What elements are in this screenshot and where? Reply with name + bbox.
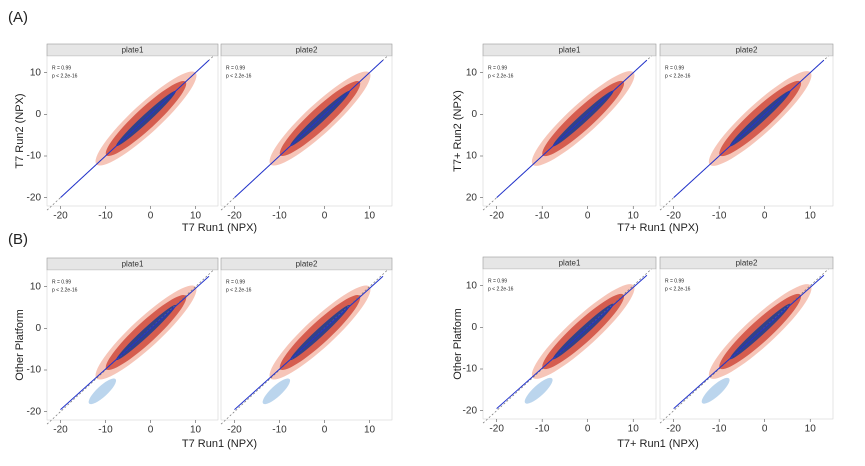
annotation: R = 0.99	[226, 279, 245, 285]
x-tick-label: 10	[805, 211, 817, 222]
y-tick-label: 10	[466, 280, 478, 291]
y-tick-label: -10	[463, 364, 478, 375]
x-tick-label: 10	[190, 211, 202, 222]
strip-title: plate2	[296, 260, 318, 269]
fit-line	[60, 275, 210, 410]
y-tick-label: 0	[471, 322, 477, 333]
x-tick-label: -10	[98, 211, 113, 222]
x-tick-label: 0	[762, 424, 768, 435]
y-tick-label: 10	[466, 151, 478, 162]
x-tick-label: -10	[535, 211, 550, 222]
panel-label: (B)	[8, 231, 28, 248]
x-tick-label: -20	[666, 424, 681, 435]
x-tick-label: 10	[805, 424, 817, 435]
x-tick-label: 10	[364, 425, 376, 436]
y-axis-title: T7 Run2 (NPX)	[14, 93, 26, 168]
annotation: p < 2.2e-16	[488, 286, 514, 292]
x-tick-label: -20	[53, 211, 68, 222]
x-tick-label: -10	[535, 424, 550, 435]
fit-line	[60, 59, 210, 199]
y-tick-label: 10	[30, 67, 42, 78]
x-tick-label: -10	[272, 425, 287, 436]
fit-line	[234, 59, 384, 199]
cloud-tail	[701, 377, 730, 404]
fit-line	[673, 59, 825, 199]
y-axis-title: T7+ Run2 (NPX)	[452, 90, 464, 172]
annotation: R = 0.99	[488, 278, 507, 284]
annotation: R = 0.99	[52, 279, 71, 285]
y-axis-title: Other Platform	[14, 309, 26, 381]
cloud-tail	[88, 378, 117, 405]
y-tick-label: 0	[35, 109, 41, 120]
annotation: R = 0.99	[226, 65, 245, 71]
fit-line	[496, 59, 648, 199]
x-tick-label: 0	[148, 425, 154, 436]
annotation: p < 2.2e-16	[665, 286, 691, 292]
x-tick-label: 0	[148, 211, 154, 222]
fit-line	[496, 274, 648, 409]
y-tick-label: -10	[27, 151, 42, 162]
y-tick-label: -10	[27, 365, 42, 376]
annotation: p < 2.2e-16	[665, 73, 691, 79]
x-tick-label: 0	[585, 211, 591, 222]
annotation: R = 0.99	[665, 278, 684, 284]
fit-line	[234, 275, 384, 410]
cloud-tail	[524, 377, 553, 404]
x-tick-label: -20	[666, 211, 681, 222]
x-tick-label: -20	[227, 425, 242, 436]
y-tick-label: -20	[27, 406, 42, 417]
x-tick-label: 10	[190, 425, 202, 436]
x-tick-label: 0	[322, 211, 328, 222]
panel-label: (A)	[8, 9, 28, 26]
annotation: R = 0.99	[52, 65, 71, 71]
x-tick-label: 0	[322, 425, 328, 436]
x-tick-label: 10	[628, 211, 640, 222]
x-tick-label: 0	[762, 211, 768, 222]
strip-title: plate2	[736, 259, 758, 268]
x-axis-title: T7+ Run1 (NPX)	[617, 438, 699, 450]
x-tick-label: -10	[712, 424, 727, 435]
annotation: R = 0.99	[665, 65, 684, 71]
strip-title: plate2	[736, 46, 758, 55]
cloud-tail	[262, 378, 291, 405]
y-axis-title: Other Platform	[452, 308, 464, 380]
strip-title: plate1	[122, 46, 144, 55]
x-tick-label: -10	[272, 211, 287, 222]
strip-title: plate1	[122, 260, 144, 269]
x-axis-title: T7 Run1 (NPX)	[182, 222, 257, 234]
annotation: p < 2.2e-16	[52, 287, 78, 293]
annotation: p < 2.2e-16	[52, 73, 78, 79]
x-axis-title: T7+ Run1 (NPX)	[617, 222, 699, 234]
y-tick-label: -20	[27, 192, 42, 203]
y-tick-label: 0	[471, 109, 477, 120]
x-tick-label: 10	[628, 424, 640, 435]
annotation: p < 2.2e-16	[226, 287, 252, 293]
strip-title: plate2	[296, 46, 318, 55]
x-tick-label: -20	[489, 424, 504, 435]
fit-line	[673, 274, 825, 409]
y-tick-label: 0	[35, 323, 41, 334]
x-tick-label: -20	[489, 211, 504, 222]
annotation: p < 2.2e-16	[488, 73, 514, 79]
y-tick-label: 20	[466, 192, 478, 203]
x-tick-label: 10	[364, 211, 376, 222]
x-tick-label: -20	[227, 211, 242, 222]
x-tick-label: -10	[98, 425, 113, 436]
y-tick-label: -20	[463, 405, 478, 416]
strip-title: plate1	[559, 46, 581, 55]
x-tick-label: -20	[53, 425, 68, 436]
y-tick-label: 10	[466, 67, 478, 78]
x-tick-label: 0	[585, 424, 591, 435]
y-tick-label: 10	[30, 281, 42, 292]
annotation: R = 0.99	[488, 65, 507, 71]
annotation: p < 2.2e-16	[226, 73, 252, 79]
strip-title: plate1	[559, 259, 581, 268]
x-tick-label: -10	[712, 211, 727, 222]
x-axis-title: T7 Run1 (NPX)	[182, 438, 257, 450]
